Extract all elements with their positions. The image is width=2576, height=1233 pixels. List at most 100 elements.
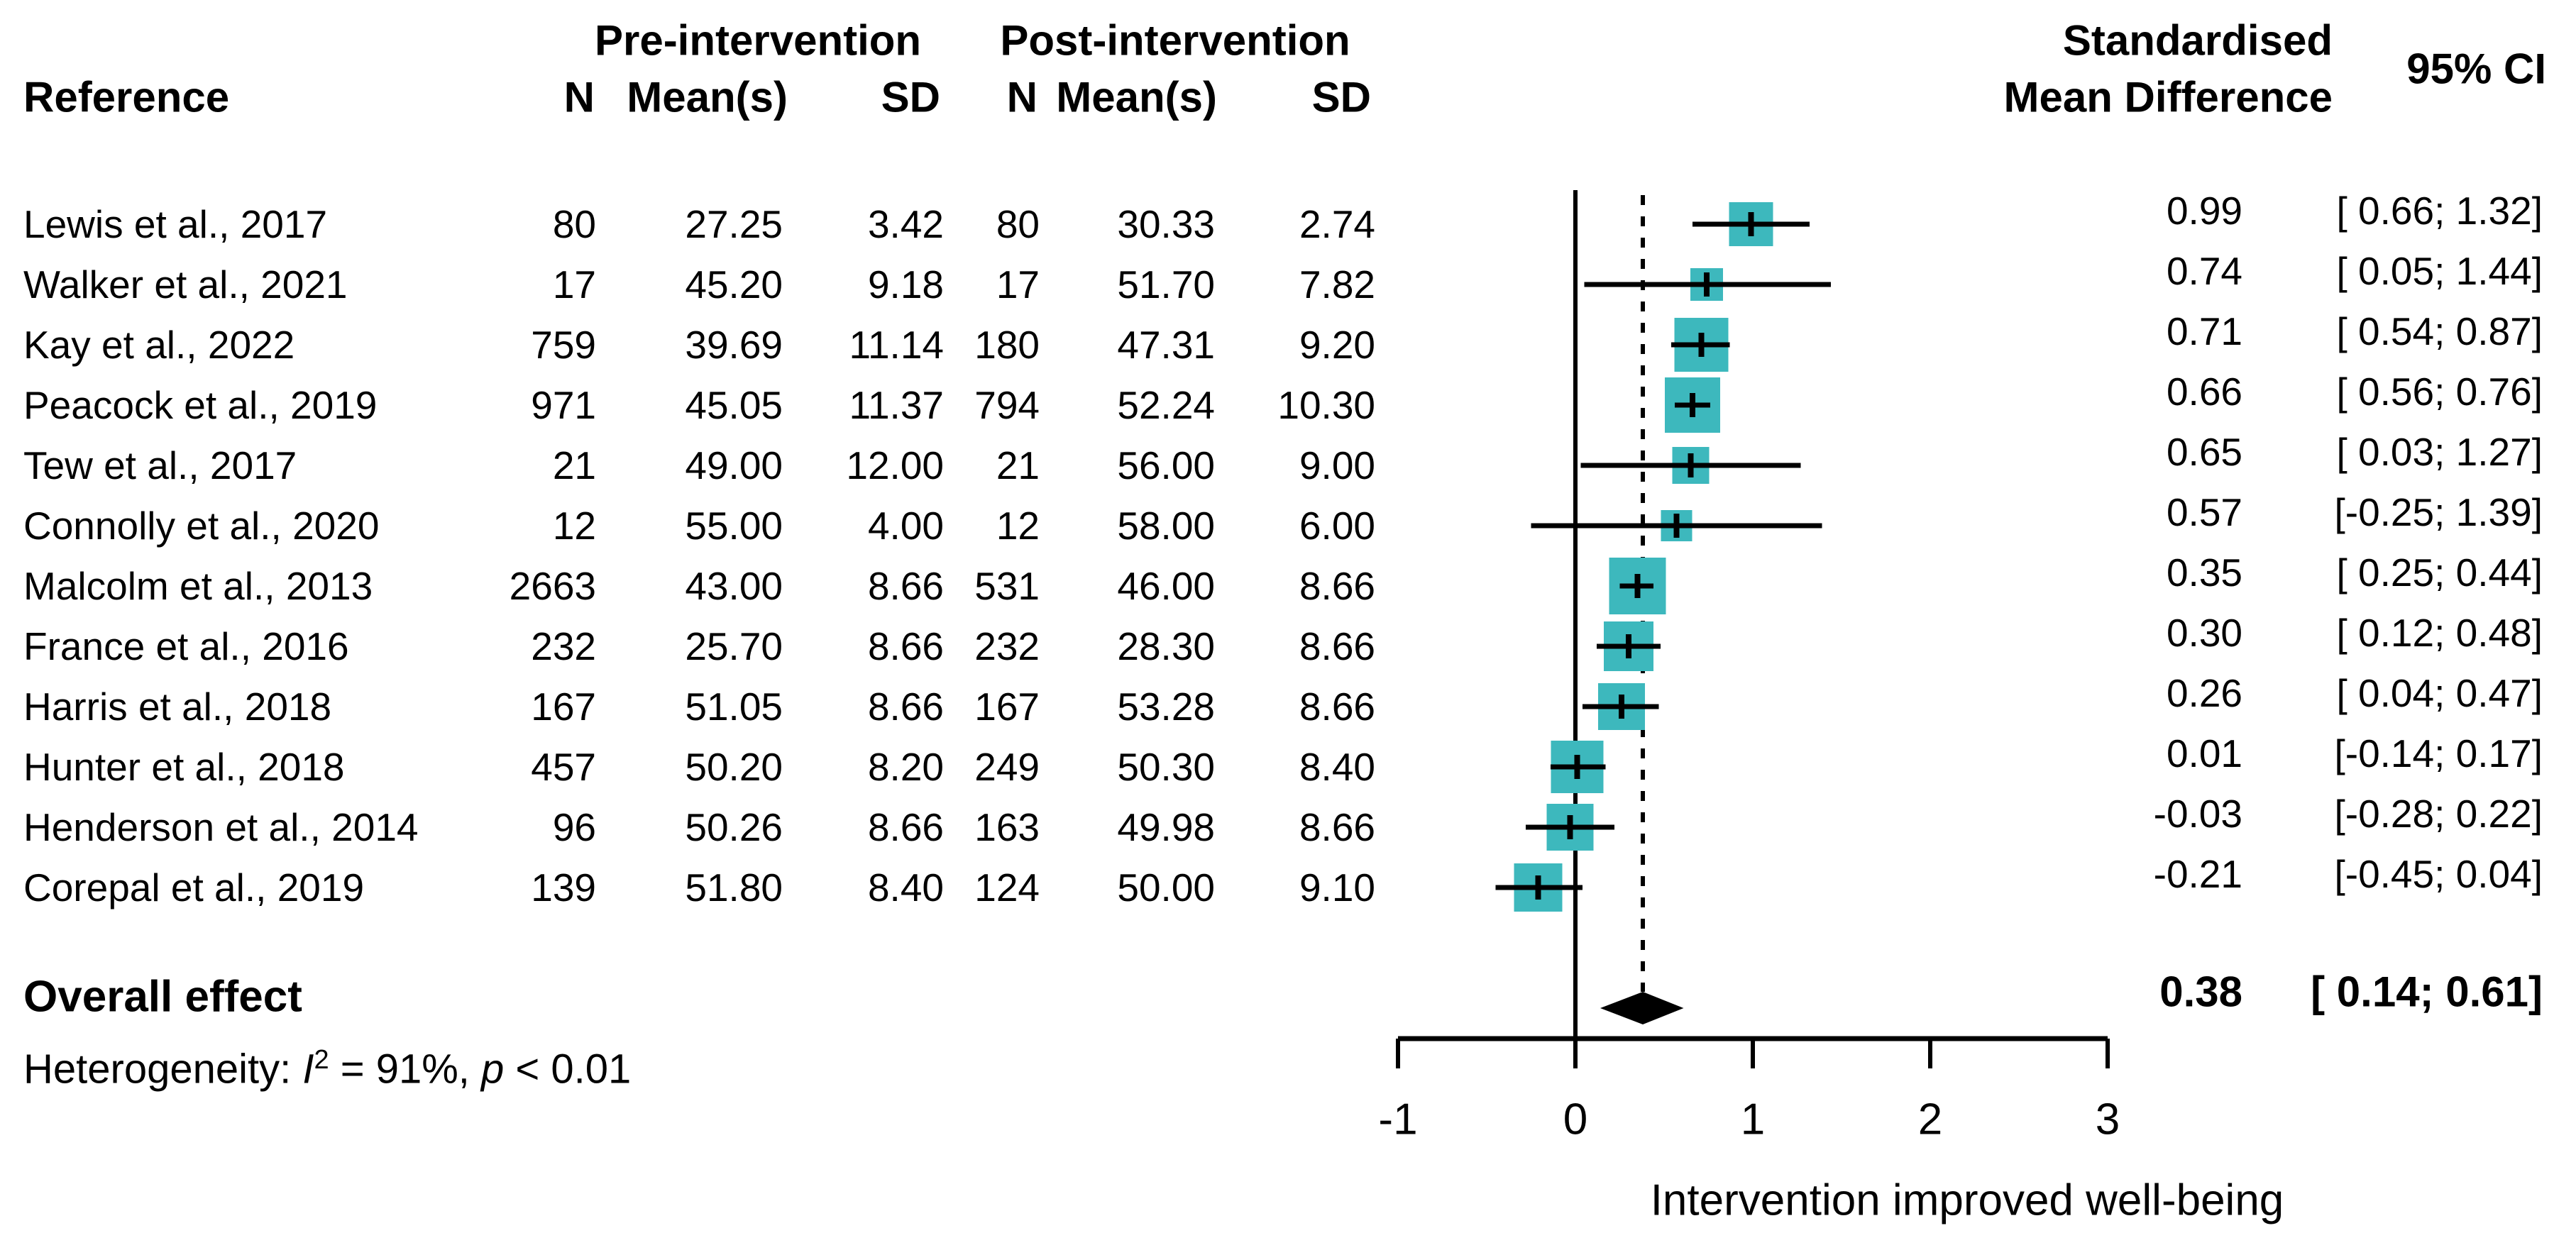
post-n-value: 12 bbox=[996, 504, 1040, 548]
pre-mean-value: 50.26 bbox=[685, 805, 783, 849]
study-name: Malcolm et al., 2013 bbox=[23, 564, 373, 608]
point-estimate-tick bbox=[1673, 514, 1680, 538]
pre-n-value: 17 bbox=[552, 262, 596, 306]
pre-n-value: 21 bbox=[552, 443, 596, 487]
post-sd-value: 10.30 bbox=[1277, 383, 1375, 427]
post-mean-value: 56.00 bbox=[1117, 443, 1215, 487]
smd-value: 0.99 bbox=[2166, 189, 2242, 233]
post-n-value: 167 bbox=[974, 685, 1040, 729]
ci-value: [-0.14; 0.17] bbox=[2334, 731, 2543, 775]
pre-n-value: 971 bbox=[531, 383, 596, 427]
study-name: Walker et al., 2021 bbox=[23, 262, 348, 306]
post-sd-value: 8.66 bbox=[1299, 805, 1375, 849]
point-estimate-tick bbox=[1698, 333, 1705, 357]
point-estimate-tick bbox=[1574, 755, 1580, 779]
heterogeneity-i-sup: 2 bbox=[314, 1045, 329, 1076]
pre-mean-value: 27.25 bbox=[685, 202, 783, 246]
point-estimate-tick bbox=[1704, 272, 1710, 297]
x-axis-tick-label: 3 bbox=[2095, 1095, 2120, 1144]
pre-mean-value: 55.00 bbox=[685, 504, 783, 548]
smd-header-line2: Mean Difference bbox=[2003, 73, 2333, 121]
smd-value: 0.66 bbox=[2166, 370, 2242, 414]
pre-sd-value: 8.20 bbox=[867, 745, 944, 789]
x-axis-tick-label: 0 bbox=[1563, 1095, 1588, 1144]
pre-n-value: 457 bbox=[531, 745, 596, 789]
x-axis-tick-label: -1 bbox=[1378, 1095, 1418, 1144]
study-name: Harris et al., 2018 bbox=[23, 685, 332, 729]
point-estimate-tick bbox=[1626, 634, 1631, 658]
post-n-value: 21 bbox=[996, 443, 1040, 487]
pre-sd-value: 9.18 bbox=[867, 262, 944, 306]
study-name: Tew et al., 2017 bbox=[23, 443, 297, 487]
smd-value: 0.30 bbox=[2166, 611, 2242, 655]
post-mean-value: 51.70 bbox=[1117, 262, 1215, 306]
overall-smd-value: 0.38 bbox=[2159, 968, 2242, 1016]
post-mean-value: 52.24 bbox=[1117, 383, 1215, 427]
pre-sd-value: 8.66 bbox=[867, 685, 944, 729]
pre-mean-value: 45.05 bbox=[685, 383, 783, 427]
pre-sd-header: SD bbox=[881, 73, 940, 121]
post-n-value: 794 bbox=[974, 383, 1040, 427]
pre-mean-value: 50.20 bbox=[685, 745, 783, 789]
post-mean-value: 49.98 bbox=[1117, 805, 1215, 849]
post-n-header: N bbox=[1006, 73, 1037, 121]
post-sd-value: 8.66 bbox=[1299, 685, 1375, 729]
post-sd-value: 9.00 bbox=[1299, 443, 1375, 487]
post-n-value: 531 bbox=[974, 564, 1040, 608]
point-estimate-tick bbox=[1748, 212, 1754, 236]
smd-value: -0.03 bbox=[2153, 792, 2242, 836]
heterogeneity-i: I bbox=[302, 1046, 314, 1093]
study-name: Henderson et al., 2014 bbox=[23, 805, 419, 849]
pre-n-value: 12 bbox=[552, 504, 596, 548]
pre-sd-value: 8.66 bbox=[867, 564, 944, 608]
point-estimate-tick bbox=[1535, 875, 1541, 900]
ci-value: [-0.25; 1.39] bbox=[2334, 490, 2543, 534]
post-n-value: 249 bbox=[974, 745, 1040, 789]
pre-sd-value: 3.42 bbox=[867, 202, 944, 246]
ci-value: [ 0.04; 0.47] bbox=[2336, 671, 2543, 715]
post-sd-value: 9.20 bbox=[1299, 323, 1375, 367]
post-sd-header: SD bbox=[1311, 73, 1371, 121]
study-name: Kay et al., 2022 bbox=[23, 323, 295, 367]
pre-mean-value: 51.05 bbox=[685, 685, 783, 729]
smd-value: 0.74 bbox=[2166, 249, 2242, 293]
study-name: Peacock et al., 2019 bbox=[23, 383, 378, 427]
pre-mean-value: 25.70 bbox=[685, 624, 783, 668]
post-mean-value: 28.30 bbox=[1117, 624, 1215, 668]
study-name: Connolly et al., 2020 bbox=[23, 504, 380, 548]
post-n-value: 124 bbox=[974, 866, 1040, 909]
pre-mean-value: 39.69 bbox=[685, 323, 783, 367]
ci-value: [ 0.66; 1.32] bbox=[2336, 189, 2543, 233]
overall-effect-label: Overall effect bbox=[23, 972, 302, 1022]
pre-sd-value: 11.37 bbox=[849, 383, 944, 427]
pre-sd-value: 4.00 bbox=[867, 504, 944, 548]
post-mean-value: 30.33 bbox=[1117, 202, 1215, 246]
heterogeneity-prefix: Heterogeneity: bbox=[23, 1046, 303, 1093]
pre-sd-value: 8.66 bbox=[867, 805, 944, 849]
pre-mean-value: 43.00 bbox=[685, 564, 783, 608]
reference-header: Reference bbox=[23, 73, 230, 121]
point-estimate-tick bbox=[1619, 695, 1624, 719]
smd-value: 0.35 bbox=[2166, 551, 2242, 595]
post-sd-value: 8.40 bbox=[1299, 745, 1375, 789]
pre-sd-value: 11.14 bbox=[849, 323, 944, 367]
heterogeneity-p: p bbox=[481, 1046, 505, 1093]
ci-value: [-0.45; 0.04] bbox=[2334, 852, 2543, 896]
heterogeneity-tail: < 0.01 bbox=[504, 1046, 632, 1093]
post-sd-value: 7.82 bbox=[1299, 262, 1375, 306]
pre-n-value: 2663 bbox=[509, 564, 596, 608]
post-mean-header: Mean(s) bbox=[1056, 73, 1217, 121]
post-sd-value: 8.66 bbox=[1299, 624, 1375, 668]
smd-value: 0.71 bbox=[2166, 309, 2242, 353]
overall-ci-value: [ 0.14; 0.61] bbox=[2311, 968, 2543, 1016]
pre-n-value: 139 bbox=[531, 866, 596, 909]
study-name: Corepal et al., 2019 bbox=[23, 866, 365, 909]
ci-value: [ 0.54; 0.87] bbox=[2336, 309, 2543, 353]
post-sd-value: 9.10 bbox=[1299, 866, 1375, 909]
pre-n-value: 96 bbox=[552, 805, 596, 849]
post-mean-value: 50.00 bbox=[1117, 866, 1215, 909]
pre-n-value: 80 bbox=[552, 202, 596, 246]
post-mean-value: 46.00 bbox=[1117, 564, 1215, 608]
pre-n-value: 759 bbox=[531, 323, 596, 367]
